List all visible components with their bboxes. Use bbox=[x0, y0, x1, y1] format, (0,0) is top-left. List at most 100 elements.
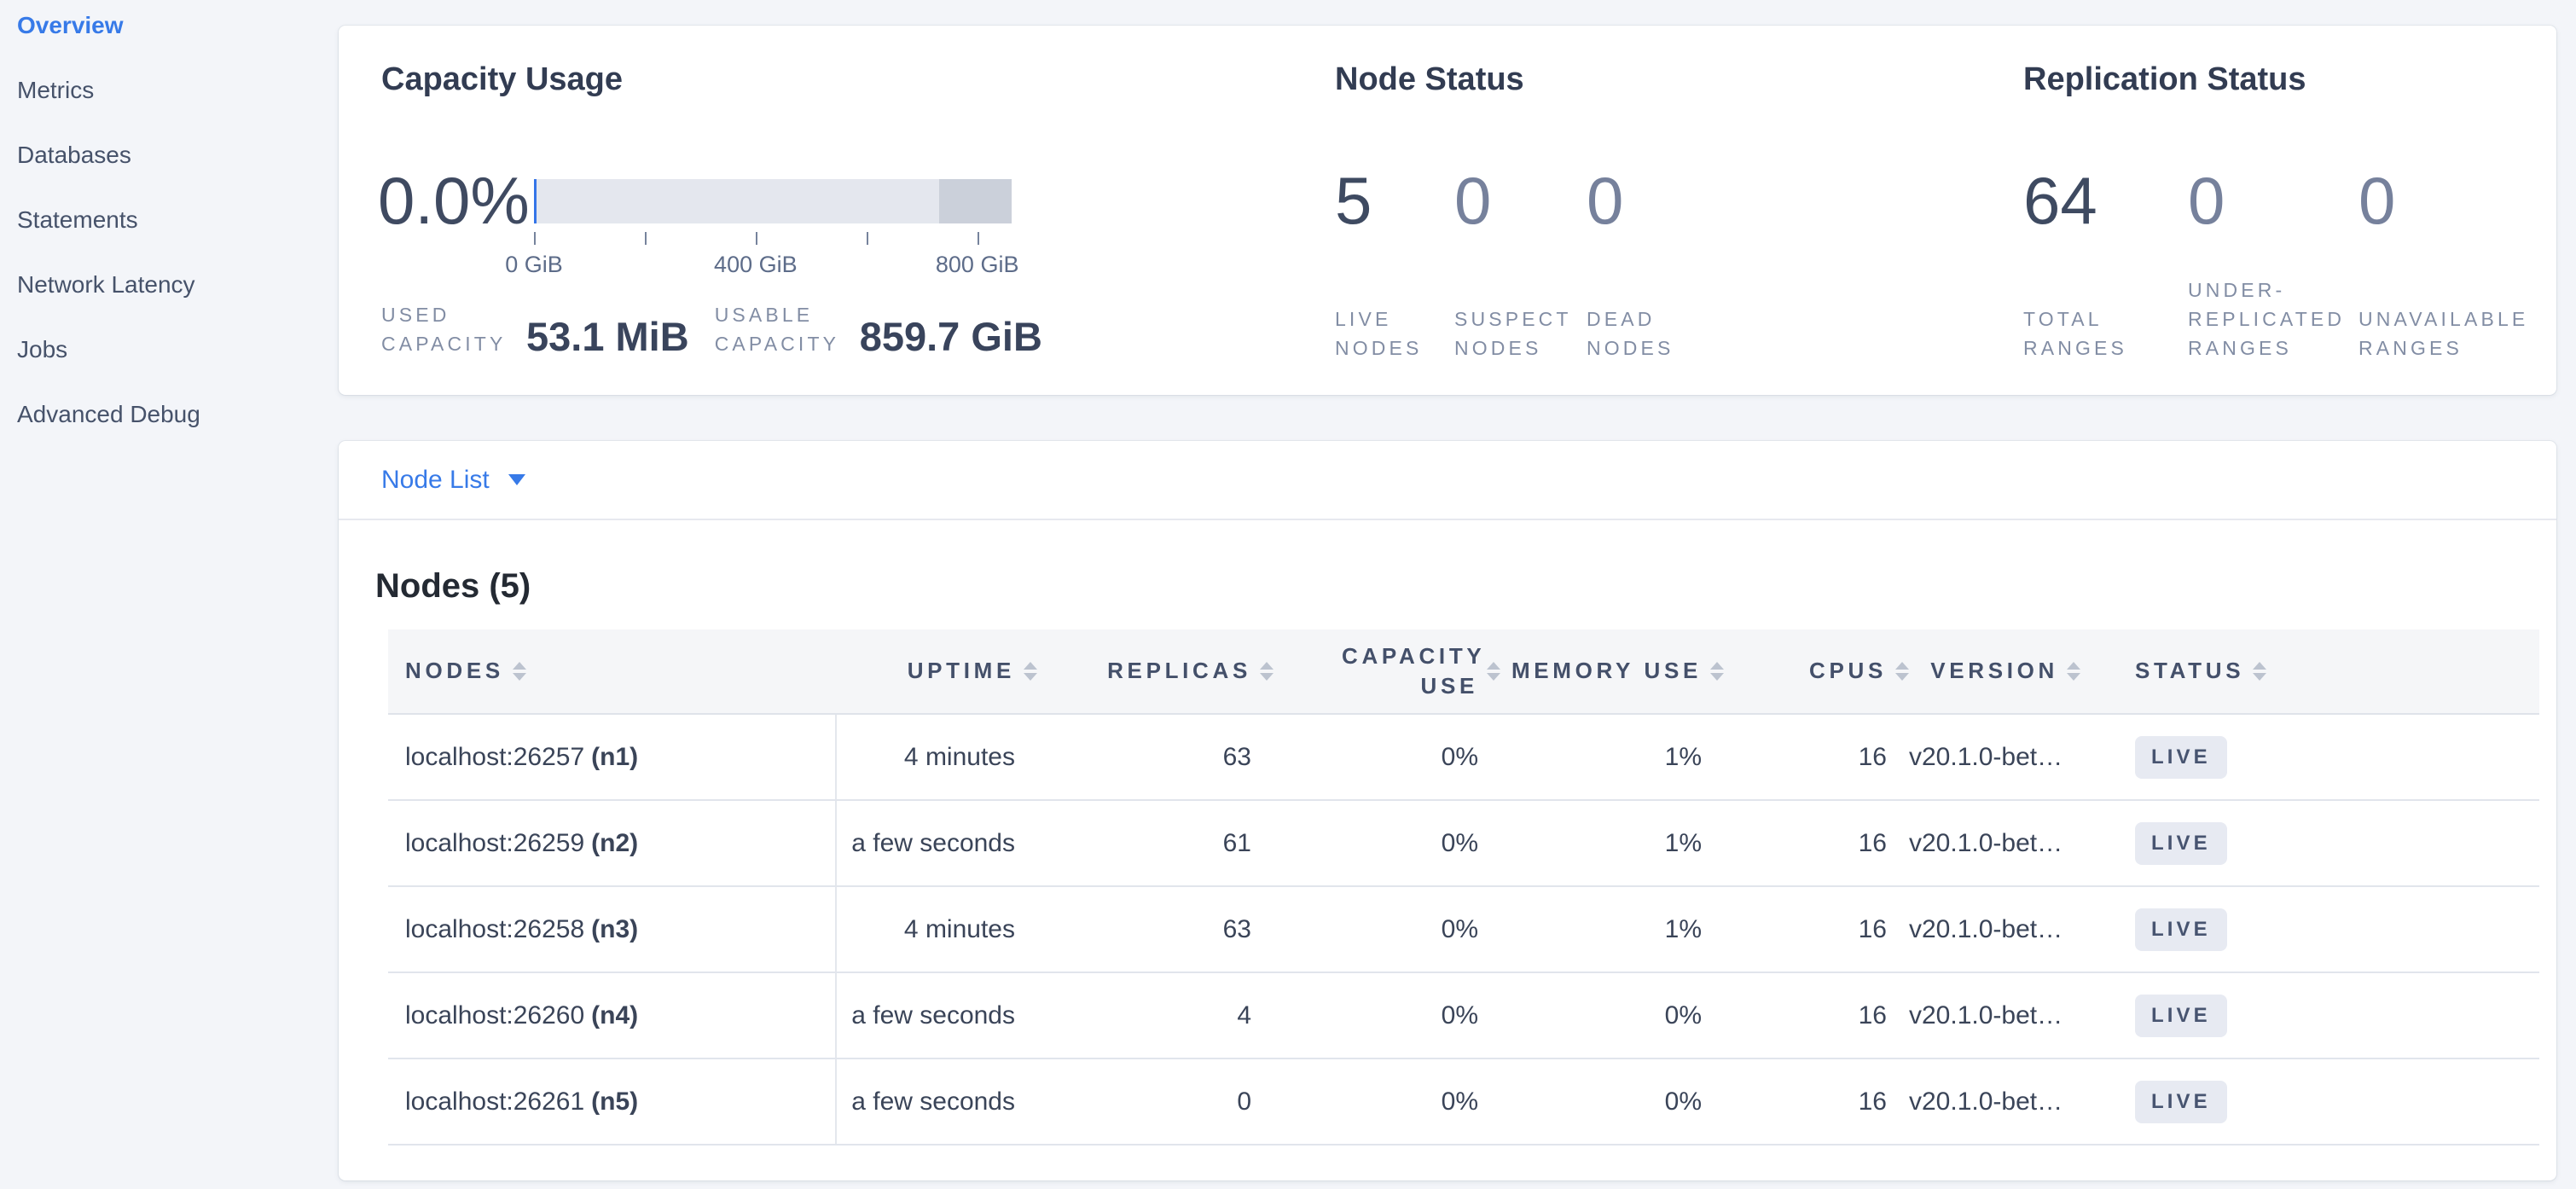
sidebar-item-label: Advanced Debug bbox=[17, 401, 200, 427]
sort-icon bbox=[1710, 662, 1724, 681]
status-cell: LIVE bbox=[2080, 735, 2539, 779]
status-cell: LIVE bbox=[2080, 994, 2539, 1037]
sort-icon bbox=[1895, 662, 1909, 681]
uptime-cell: 4 minutes bbox=[903, 742, 1015, 771]
sidebar-item[interactable]: Databases bbox=[17, 130, 339, 181]
node-address: localhost:26257 bbox=[405, 742, 585, 771]
sidebar-item[interactable]: Statements bbox=[17, 194, 339, 246]
sort-icon bbox=[2253, 662, 2267, 681]
column-header-label: CAPACITY USE bbox=[1342, 642, 1486, 699]
cpus-cell: 16 bbox=[1858, 1087, 1887, 1116]
capacity-stat-value: 53.1 MiB bbox=[526, 314, 689, 359]
axis-tick-label: 400 GiB bbox=[714, 252, 798, 277]
table-row[interactable]: localhost:26261 (n5) a few seconds 0 0% … bbox=[388, 1059, 2539, 1146]
column-header[interactable]: REPLICAS bbox=[1037, 656, 1273, 686]
capacity-usage-title: Capacity Usage bbox=[381, 61, 624, 97]
column-header[interactable]: CPUS bbox=[1724, 656, 1909, 686]
cpus-cell: 16 bbox=[1858, 742, 1887, 771]
table-row[interactable]: localhost:26260 (n4) a few seconds 4 0% … bbox=[388, 973, 2539, 1059]
node-id: (n1) bbox=[591, 742, 639, 771]
sort-icon bbox=[1260, 662, 1273, 681]
nodes-card: Node List Nodes (5) NODES UPTIME bbox=[339, 441, 2556, 1180]
capacity-use-cell: 0% bbox=[1441, 828, 1478, 857]
capacity-use-cell: 0% bbox=[1441, 742, 1478, 771]
replication-status-stat-value: 64 bbox=[2023, 163, 2097, 238]
memory-use-cell: 1% bbox=[1664, 914, 1702, 943]
column-header[interactable]: UPTIME bbox=[837, 656, 1037, 686]
capacity-stat-label: USABLE CAPACITY bbox=[714, 304, 840, 355]
column-header[interactable]: CAPACITY USE bbox=[1273, 641, 1500, 701]
column-header-label: UPTIME bbox=[907, 658, 1015, 684]
uptime-cell: a few seconds bbox=[851, 1087, 1015, 1116]
sidebar-item[interactable]: Advanced Debug bbox=[17, 389, 339, 440]
column-header[interactable]: NODES bbox=[388, 656, 837, 686]
node-status-stats: 5 LIVE NODES 0 SUSPECT NODES 0 DEAD NODE… bbox=[1335, 165, 1723, 362]
table-row[interactable]: localhost:26258 (n3) 4 minutes 63 0% 1% … bbox=[388, 887, 2539, 973]
capacity-bar-other-segment bbox=[938, 179, 1012, 223]
replication-status-stat-label: TOTAL RANGES bbox=[2023, 308, 2127, 359]
column-header[interactable]: STATUS bbox=[2080, 656, 2539, 686]
node-list-dropdown-label: Node List bbox=[381, 465, 490, 494]
version-cell: v20.1.0-bet… bbox=[1909, 914, 2063, 943]
node-name-cell[interactable]: localhost:26260 (n4) bbox=[388, 973, 837, 1058]
status-cell: LIVE bbox=[2080, 1080, 2539, 1123]
node-address: localhost:26258 bbox=[405, 914, 585, 943]
node-status-stat-label: LIVE NODES bbox=[1335, 308, 1423, 359]
sidebar-item-label: Jobs bbox=[17, 336, 68, 362]
axis-tick-mark bbox=[644, 232, 647, 245]
replication-status-stat: 0 UNAVAILABLE RANGES bbox=[2358, 165, 2542, 362]
node-status-stat-label: SUSPECT NODES bbox=[1454, 308, 1572, 359]
status-badge: LIVE bbox=[2135, 821, 2227, 865]
table-row[interactable]: localhost:26257 (n1) 4 minutes 63 0% 1% … bbox=[388, 715, 2539, 801]
status-badge: LIVE bbox=[2135, 908, 2227, 951]
node-id: (n2) bbox=[591, 828, 639, 857]
node-list-dropdown[interactable]: Node List bbox=[339, 441, 2556, 520]
uptime-cell: a few seconds bbox=[851, 1000, 1015, 1030]
node-status-stat: 0 SUSPECT NODES bbox=[1454, 165, 1587, 362]
sidebar-item[interactable]: Overview bbox=[17, 0, 339, 51]
node-status-stat: 0 DEAD NODES bbox=[1587, 165, 1723, 362]
column-header-label: CPUS bbox=[1809, 658, 1887, 684]
replicas-cell: 61 bbox=[1222, 828, 1251, 857]
replicas-cell: 0 bbox=[1237, 1087, 1251, 1116]
capacity-stat-label: USED CAPACITY bbox=[381, 304, 507, 355]
column-header[interactable]: MEMORY USE bbox=[1500, 656, 1724, 686]
node-name-cell[interactable]: localhost:26259 (n2) bbox=[388, 801, 837, 885]
cpus-cell: 16 bbox=[1858, 1000, 1887, 1030]
status-cell: LIVE bbox=[2080, 908, 2539, 951]
sidebar-item[interactable]: Jobs bbox=[17, 324, 339, 375]
node-status-stat: 5 LIVE NODES bbox=[1335, 165, 1454, 362]
axis-tick-label: 800 GiB bbox=[935, 252, 1019, 277]
axis-tick-mark bbox=[866, 232, 868, 245]
sidebar-item[interactable]: Network Latency bbox=[17, 259, 339, 310]
chevron-down-icon bbox=[508, 474, 525, 485]
capacity-use-cell: 0% bbox=[1441, 914, 1478, 943]
node-status-stat-value: 0 bbox=[1587, 163, 1624, 238]
replication-status-stat-label: UNDER-REPLICATED RANGES bbox=[2188, 279, 2346, 359]
capacity-use-cell: 0% bbox=[1441, 1087, 1478, 1116]
node-name-cell[interactable]: localhost:26261 (n5) bbox=[388, 1059, 837, 1144]
capacity-stats: USED CAPACITY 53.1 MiB USABLE CAPACITY 8… bbox=[381, 300, 1042, 358]
capacity-stat-value: 859.7 GiB bbox=[859, 314, 1042, 359]
sidebar-item[interactable]: Metrics bbox=[17, 65, 339, 116]
nodes-table-title: Nodes (5) bbox=[375, 567, 531, 605]
axis-tick-mark bbox=[755, 232, 757, 245]
node-name-cell[interactable]: localhost:26257 (n1) bbox=[388, 715, 837, 799]
sidebar-item-label: Statements bbox=[17, 206, 138, 233]
node-status-stat-label: DEAD NODES bbox=[1587, 308, 1674, 359]
node-address: localhost:26260 bbox=[405, 1000, 585, 1030]
status-badge: LIVE bbox=[2135, 994, 2227, 1037]
replication-status-title: Replication Status bbox=[2023, 61, 2306, 97]
node-name-cell[interactable]: localhost:26258 (n3) bbox=[388, 887, 837, 972]
status-badge: LIVE bbox=[2135, 735, 2227, 779]
table-row[interactable]: localhost:26259 (n2) a few seconds 61 0%… bbox=[388, 801, 2539, 887]
column-header[interactable]: VERSION bbox=[1909, 656, 2080, 686]
replication-status-stats: 64 TOTAL RANGES 0 UNDER-REPLICATED RANGE… bbox=[2023, 165, 2542, 362]
version-cell: v20.1.0-bet… bbox=[1909, 1000, 2063, 1030]
column-header-label: MEMORY USE bbox=[1511, 658, 1702, 684]
memory-use-cell: 1% bbox=[1664, 742, 1702, 771]
replicas-cell: 63 bbox=[1222, 914, 1251, 943]
replicas-cell: 63 bbox=[1222, 742, 1251, 771]
node-status-title: Node Status bbox=[1335, 61, 1524, 97]
node-id: (n5) bbox=[591, 1087, 639, 1116]
